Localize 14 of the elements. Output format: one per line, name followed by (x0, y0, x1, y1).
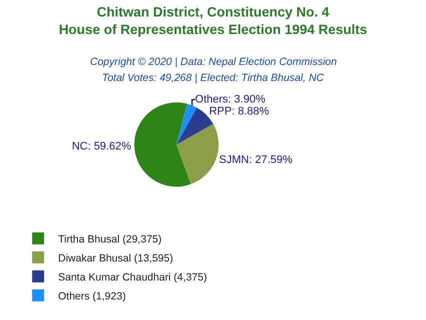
data-label: Others: 3.90% (195, 94, 266, 106)
legend-label: Tirtha Bhusal (29,375) (58, 234, 162, 246)
data-label: NC: 59.62% (72, 140, 132, 153)
data-label: SJMN: 27.59% (218, 154, 293, 166)
pie-slice (134, 102, 191, 187)
pie-slice (176, 124, 219, 184)
chart-subtitle: Copyright © 2020 | Data: Nepal Election Commission (90, 56, 337, 68)
pie-slice (176, 104, 197, 145)
chart-title: Chitwan District, Constituency No. 4 House of Representatives Election 1994 Results (58, 4, 368, 38)
legend-label: Santa Kumar Chaudhari (4,375) (58, 272, 207, 284)
data-label: RPP: 8.88% (209, 106, 270, 118)
legend-label: Diwakar Bhusal (13,595) (58, 252, 174, 265)
legend-label: Others (1,923) (58, 290, 126, 303)
text: Total Votes: 49,268 | Elected: Tirtha Bhusal, NC (102, 72, 324, 84)
